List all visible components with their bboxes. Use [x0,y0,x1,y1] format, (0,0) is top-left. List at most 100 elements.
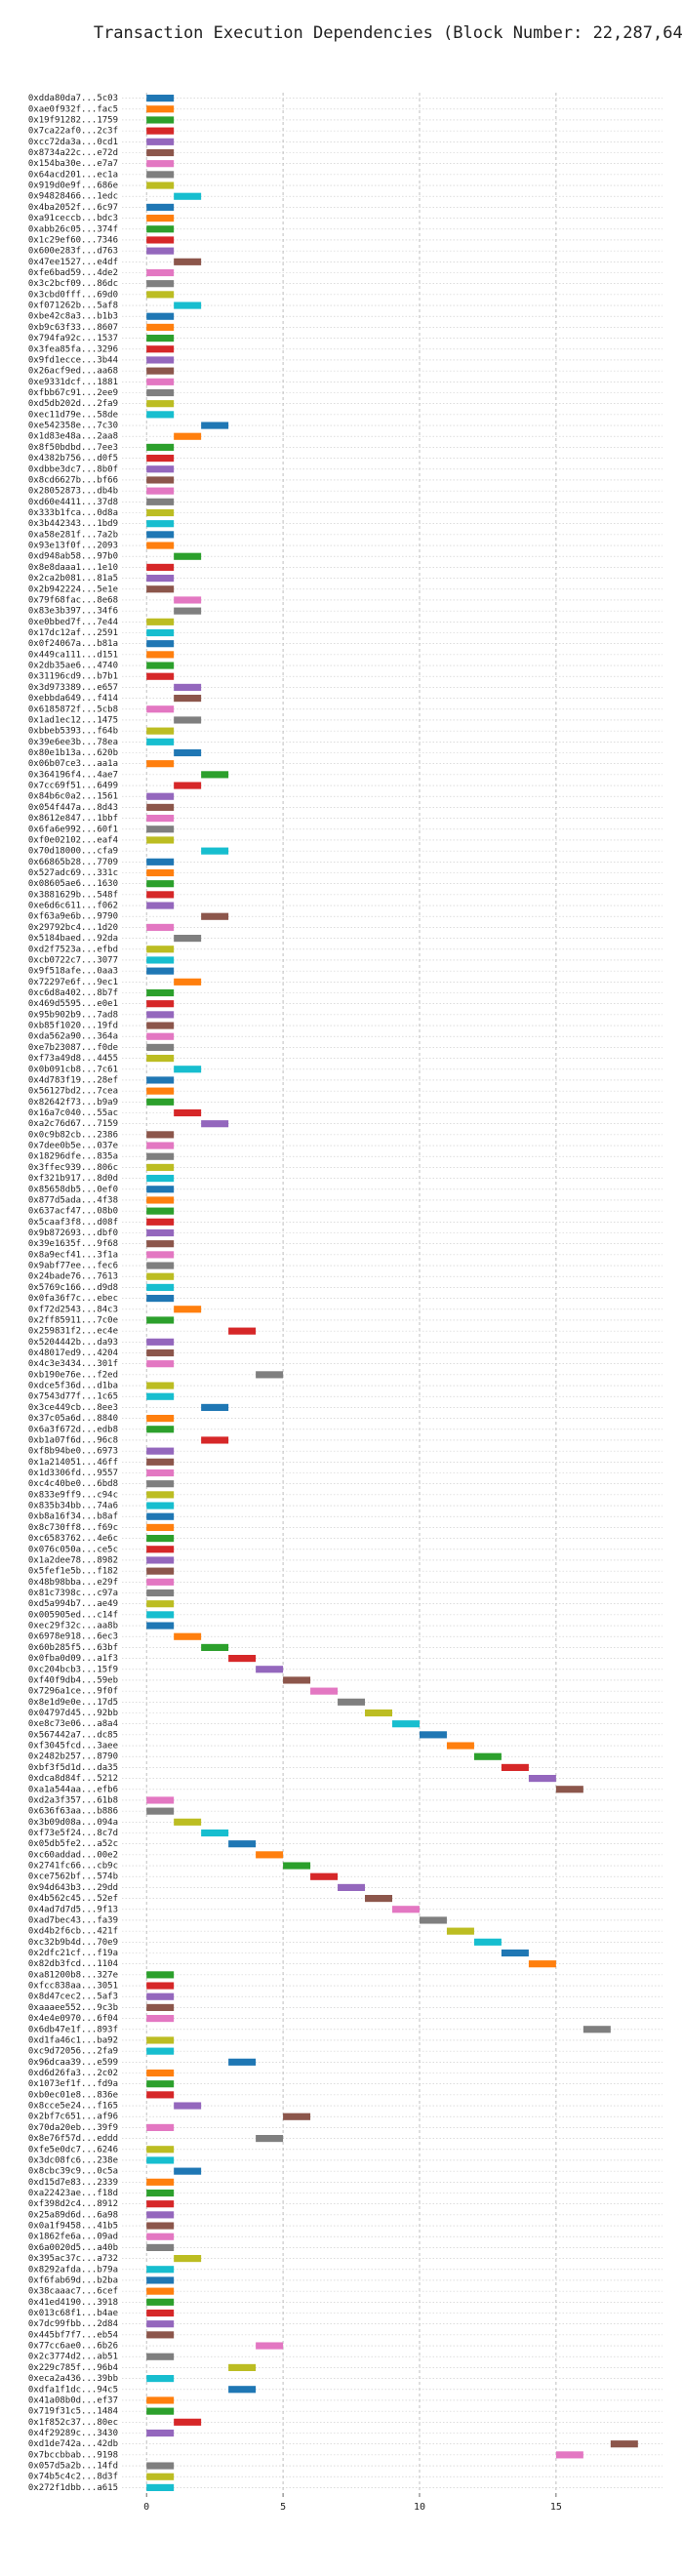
bar [146,1480,175,1488]
y-tick-label: 0x6185872f...5cb8 [28,704,118,714]
y-tick-label: 0xce7562bf...574b [28,1872,118,1882]
bar [146,1589,175,1597]
y-tick-label: 0xd5db202d...2fa9 [28,399,118,409]
y-tick-label: 0x70da20eb...39f9 [28,2123,118,2133]
bar [528,1960,556,1968]
bar [146,2146,175,2153]
bar [338,1883,366,1891]
bar [146,2189,175,2197]
y-tick-label: 0xec29f32c...aa8b [28,1622,118,1631]
y-tick-label: 0x013c68f1...b4ae [28,2309,118,2318]
bar [146,651,175,659]
y-tick-label: 0xda562a90...364a [28,1032,118,1042]
bar [310,1687,339,1695]
bar [146,1043,175,1051]
y-tick-label: 0xf321b917...8d0d [28,1174,118,1184]
bar [146,1971,175,1979]
bar [146,1228,175,1237]
bar [146,2200,175,2208]
y-tick-label: 0x637acf47...08b0 [28,1207,118,1217]
y-tick-label: 0xfe5e0dc7...6246 [28,2145,118,2154]
y-tick-label: 0x0c9b82cb...2386 [28,1130,118,1140]
y-tick-label: 0x81c7398c...c97a [28,1589,118,1598]
bar [174,978,202,986]
bar [146,1186,175,1193]
bar [338,1698,366,1706]
y-tick-label: 0x16a7c040...55ac [28,1108,118,1118]
bar [146,2462,175,2470]
y-tick-label: 0xb9c63f33...8607 [28,323,118,333]
bar [146,356,175,364]
bar [228,2363,257,2371]
y-tick-label: 0x8612e847...1bbf [28,814,118,824]
y-tick-label: 0xa2c76d67...7159 [28,1119,118,1129]
y-tick-label: 0xabb26c05...374f [28,224,118,234]
y-tick-label: 0x2b942224...5e1e [28,584,118,594]
y-tick-label: 0x527adc69...331c [28,868,118,878]
y-tick-label: 0xf0e02102...eaf4 [28,835,118,845]
y-tick-label: 0x3881629b...548f [28,890,118,900]
bar [146,563,175,571]
bar [146,1207,175,1215]
y-tick-label: 0x9fd1ecce...3b44 [28,355,118,365]
bar [146,116,175,124]
bar [146,203,175,211]
y-tick-label: 0xf071262b...5af8 [28,302,118,311]
y-tick-label: 0x4ad7d7d5...9f13 [28,1905,118,1914]
y-tick-label: 0xb0ec01e8...836e [28,2090,118,2100]
bar [146,1426,175,1433]
bar [201,422,229,429]
bar [146,1360,175,1368]
y-tick-label: 0x56127bd2...7cea [28,1087,118,1097]
bar [201,912,229,920]
bar [146,388,175,397]
bar [146,1447,175,1455]
bar [146,181,175,189]
bar [174,1632,202,1640]
y-tick-label: 0x054f447a...8d43 [28,803,118,813]
y-tick-label: 0x7296a1ce...9f0f [28,1687,118,1697]
y-tick-label: 0x2c3774d2...ab51 [28,2353,118,2362]
y-tick-label: 0x7dee0b5e...037e [28,1142,118,1151]
bar [146,345,175,353]
y-tick-label: 0xbe42c8a3...b1b3 [28,312,118,322]
y-tick-label: 0x95b902b9...7ad8 [28,1010,118,1020]
bar [146,1796,175,1804]
y-tick-label: 0xd2f7523a...efbd [28,945,118,954]
y-tick-label: 0x29792bc4...1d20 [28,923,118,933]
bar [146,815,175,823]
y-tick-label: 0x567442a7...dc85 [28,1730,118,1740]
bar [146,236,175,244]
y-tick-label: 0x333b1fca...0d8a [28,508,118,518]
y-tick-label: 0x60b285f5...63bf [28,1643,118,1653]
y-tick-label: 0x5184baed...92da [28,934,118,944]
y-tick-label: 0x38caaac7...6cef [28,2287,118,2297]
bar [146,1283,175,1291]
bar [146,2015,175,2023]
y-tick-label: 0xd15d7e83...2339 [28,2178,118,2188]
y-tick-label: 0x28052873...db4b [28,487,118,497]
y-tick-label: 0x5769c166...d9d8 [28,1283,118,1293]
y-tick-label: 0x8734a22c...e72d [28,148,118,158]
y-tick-label: 0xd2a3f357...61b8 [28,1795,118,1805]
y-tick-label: 0x2ca2b081...81a5 [28,574,118,584]
bar [146,672,175,680]
y-tick-label: 0xec11d79e...58de [28,410,118,420]
y-tick-label: 0x96dcaa39...e599 [28,2058,118,2068]
y-tick-label: 0x3cbd0fff...69d0 [28,290,118,300]
y-tick-label: 0x835b34bb...74a6 [28,1502,118,1511]
y-tick-label: 0x1073ef1f...fd9a [28,2079,118,2089]
bar [146,1055,175,1063]
y-tick-label: 0x1a2dee78...8982 [28,1555,118,1565]
bar [501,1763,529,1771]
bar [146,585,175,593]
y-tick-label: 0xdce5f36d...d1ba [28,1382,118,1391]
bar [146,225,175,233]
y-tick-label: 0x4f29289c...3430 [28,2429,118,2438]
bar [146,487,175,495]
bar [146,2309,175,2317]
bar [201,1436,229,1444]
y-tick-label: 0x3b442343...1bd9 [28,519,118,529]
bar [228,2386,257,2394]
bar [146,1152,175,1160]
